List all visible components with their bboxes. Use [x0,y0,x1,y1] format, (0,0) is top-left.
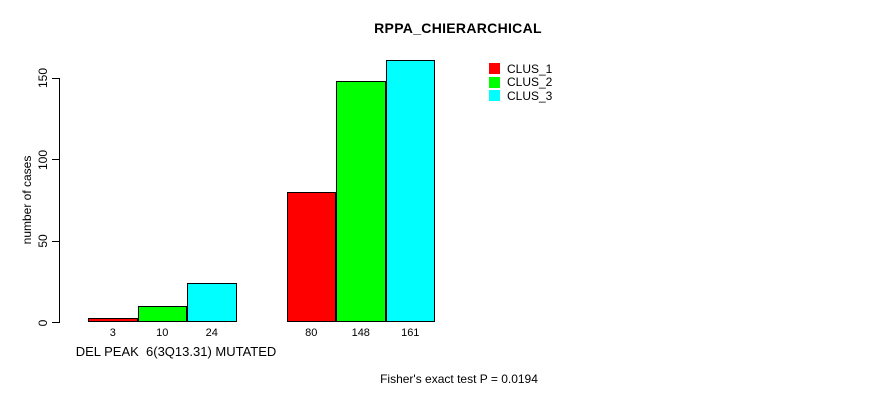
legend-label: CLUS_3 [507,88,553,103]
bar-value-label: 10 [156,327,169,339]
y-tick-mark [52,77,59,79]
legend-item-clus_2: CLUS_2 [489,76,552,90]
legend-item-clus_3: CLUS_3 [489,89,552,103]
legend-swatch-clus_3 [489,90,500,102]
x-axis-label: DEL PEAK 6(3Q13.31) MUTATED [75,344,277,359]
fishers-test-text: Fisher's exact test P = 0.0194 [380,372,538,386]
legend-label: CLUS_1 [507,61,553,76]
y-axis-line [59,78,60,323]
bar-clus_2 [336,81,386,323]
y-tick-label: 100 [36,149,50,170]
legend: CLUS_1 CLUS_2 CLUS_3 [489,62,552,103]
y-tick-mark [52,159,59,160]
bar-clus_3 [187,283,237,323]
y-tick-label: 0 [36,319,50,326]
legend-item-clus_1: CLUS_1 [489,62,552,76]
bar-clus_1 [286,192,336,323]
bar-value-label: 24 [205,327,218,339]
legend-swatch-clus_2 [489,76,500,88]
y-axis-label: number of cases [20,155,34,245]
bar-clus_1 [88,317,138,323]
legend-label: CLUS_2 [507,75,553,90]
y-tick-mark [52,322,59,323]
y-tick-label: 150 [36,67,50,89]
bar-clus_2 [137,306,187,323]
bar-value-label: 80 [305,327,318,339]
bar-value-label: 161 [401,327,420,339]
chart-title: RPPA_CHIERARCHICAL [374,20,542,36]
y-tick-mark [52,240,59,242]
bar-value-label: 3 [109,327,116,339]
bar-value-label: 148 [351,327,370,339]
legend-swatch-clus_1 [489,63,500,75]
y-tick-label: 50 [36,234,50,248]
bar-clus_3 [385,60,435,323]
